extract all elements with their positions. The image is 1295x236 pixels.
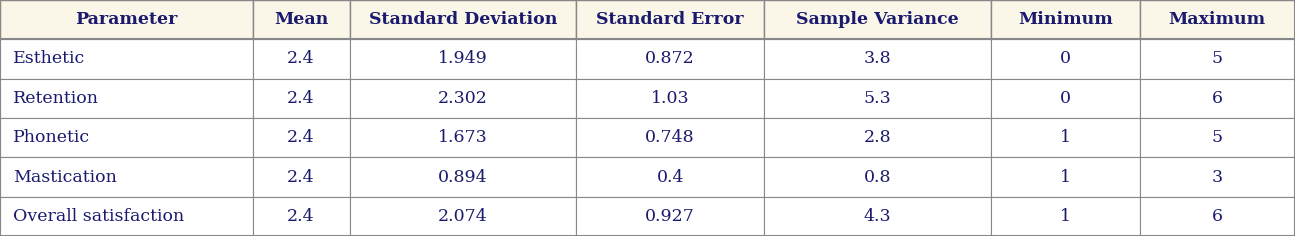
Bar	[0, 79, 253, 118]
Bar	[991, 118, 1140, 157]
Text: 1.673: 1.673	[438, 129, 488, 146]
Bar	[0, 197, 253, 236]
Text: 6: 6	[1212, 208, 1222, 225]
Text: Phonetic: Phonetic	[13, 129, 91, 146]
Bar	[350, 39, 576, 79]
Text: 3: 3	[1212, 169, 1222, 185]
Text: 0.872: 0.872	[645, 51, 695, 67]
Text: Esthetic: Esthetic	[13, 51, 85, 67]
Text: 0.927: 0.927	[645, 208, 695, 225]
Text: 2.4: 2.4	[287, 51, 315, 67]
Bar	[350, 197, 576, 236]
Bar	[1140, 79, 1295, 118]
Text: 0: 0	[1059, 51, 1071, 67]
Bar	[253, 118, 350, 157]
Bar	[991, 197, 1140, 236]
Bar	[350, 157, 576, 197]
Bar	[350, 79, 576, 118]
Text: 2.4: 2.4	[287, 169, 315, 185]
Text: 0.748: 0.748	[645, 129, 695, 146]
Text: 2.8: 2.8	[864, 129, 891, 146]
Text: 1.03: 1.03	[651, 90, 689, 107]
Bar	[576, 79, 764, 118]
Text: 1.949: 1.949	[438, 51, 488, 67]
Text: 5: 5	[1212, 51, 1222, 67]
Text: Mean: Mean	[275, 11, 328, 28]
Bar	[253, 197, 350, 236]
Text: 0.8: 0.8	[864, 169, 891, 185]
Bar	[253, 0, 350, 39]
Bar	[1140, 118, 1295, 157]
Bar	[576, 157, 764, 197]
Text: Mastication: Mastication	[13, 169, 117, 185]
Text: 3.8: 3.8	[864, 51, 891, 67]
Bar	[764, 157, 991, 197]
Bar	[991, 157, 1140, 197]
Text: 1: 1	[1059, 208, 1071, 225]
Bar	[991, 79, 1140, 118]
Bar	[0, 39, 253, 79]
Bar	[350, 0, 576, 39]
Text: Retention: Retention	[13, 90, 98, 107]
Bar	[253, 39, 350, 79]
Text: Maximum: Maximum	[1168, 11, 1265, 28]
Text: Parameter: Parameter	[75, 11, 177, 28]
Bar	[1140, 39, 1295, 79]
Bar	[764, 118, 991, 157]
Bar	[0, 118, 253, 157]
Bar	[576, 118, 764, 157]
Bar	[1140, 197, 1295, 236]
Text: 2.4: 2.4	[287, 129, 315, 146]
Text: 2.074: 2.074	[438, 208, 488, 225]
Text: 0: 0	[1059, 90, 1071, 107]
Text: Standard Error: Standard Error	[597, 11, 743, 28]
Bar	[253, 79, 350, 118]
Text: 4.3: 4.3	[864, 208, 891, 225]
Text: 2.302: 2.302	[438, 90, 488, 107]
Text: 2.4: 2.4	[287, 90, 315, 107]
Text: 5: 5	[1212, 129, 1222, 146]
Bar	[0, 0, 253, 39]
Text: 1: 1	[1059, 169, 1071, 185]
Text: Sample Variance: Sample Variance	[796, 11, 958, 28]
Bar	[1140, 157, 1295, 197]
Bar	[350, 118, 576, 157]
Text: Standard Deviation: Standard Deviation	[369, 11, 557, 28]
Text: 6: 6	[1212, 90, 1222, 107]
Text: 2.4: 2.4	[287, 208, 315, 225]
Text: 0.4: 0.4	[657, 169, 684, 185]
Text: Minimum: Minimum	[1018, 11, 1112, 28]
Bar	[764, 0, 991, 39]
Bar	[576, 39, 764, 79]
Bar	[576, 197, 764, 236]
Bar	[764, 39, 991, 79]
Bar	[576, 0, 764, 39]
Bar	[764, 197, 991, 236]
Bar	[0, 157, 253, 197]
Bar	[1140, 0, 1295, 39]
Bar	[991, 39, 1140, 79]
Bar	[764, 79, 991, 118]
Bar	[991, 0, 1140, 39]
Bar	[253, 157, 350, 197]
Text: Overall satisfaction: Overall satisfaction	[13, 208, 184, 225]
Text: 0.894: 0.894	[438, 169, 488, 185]
Text: 5.3: 5.3	[864, 90, 891, 107]
Text: 1: 1	[1059, 129, 1071, 146]
